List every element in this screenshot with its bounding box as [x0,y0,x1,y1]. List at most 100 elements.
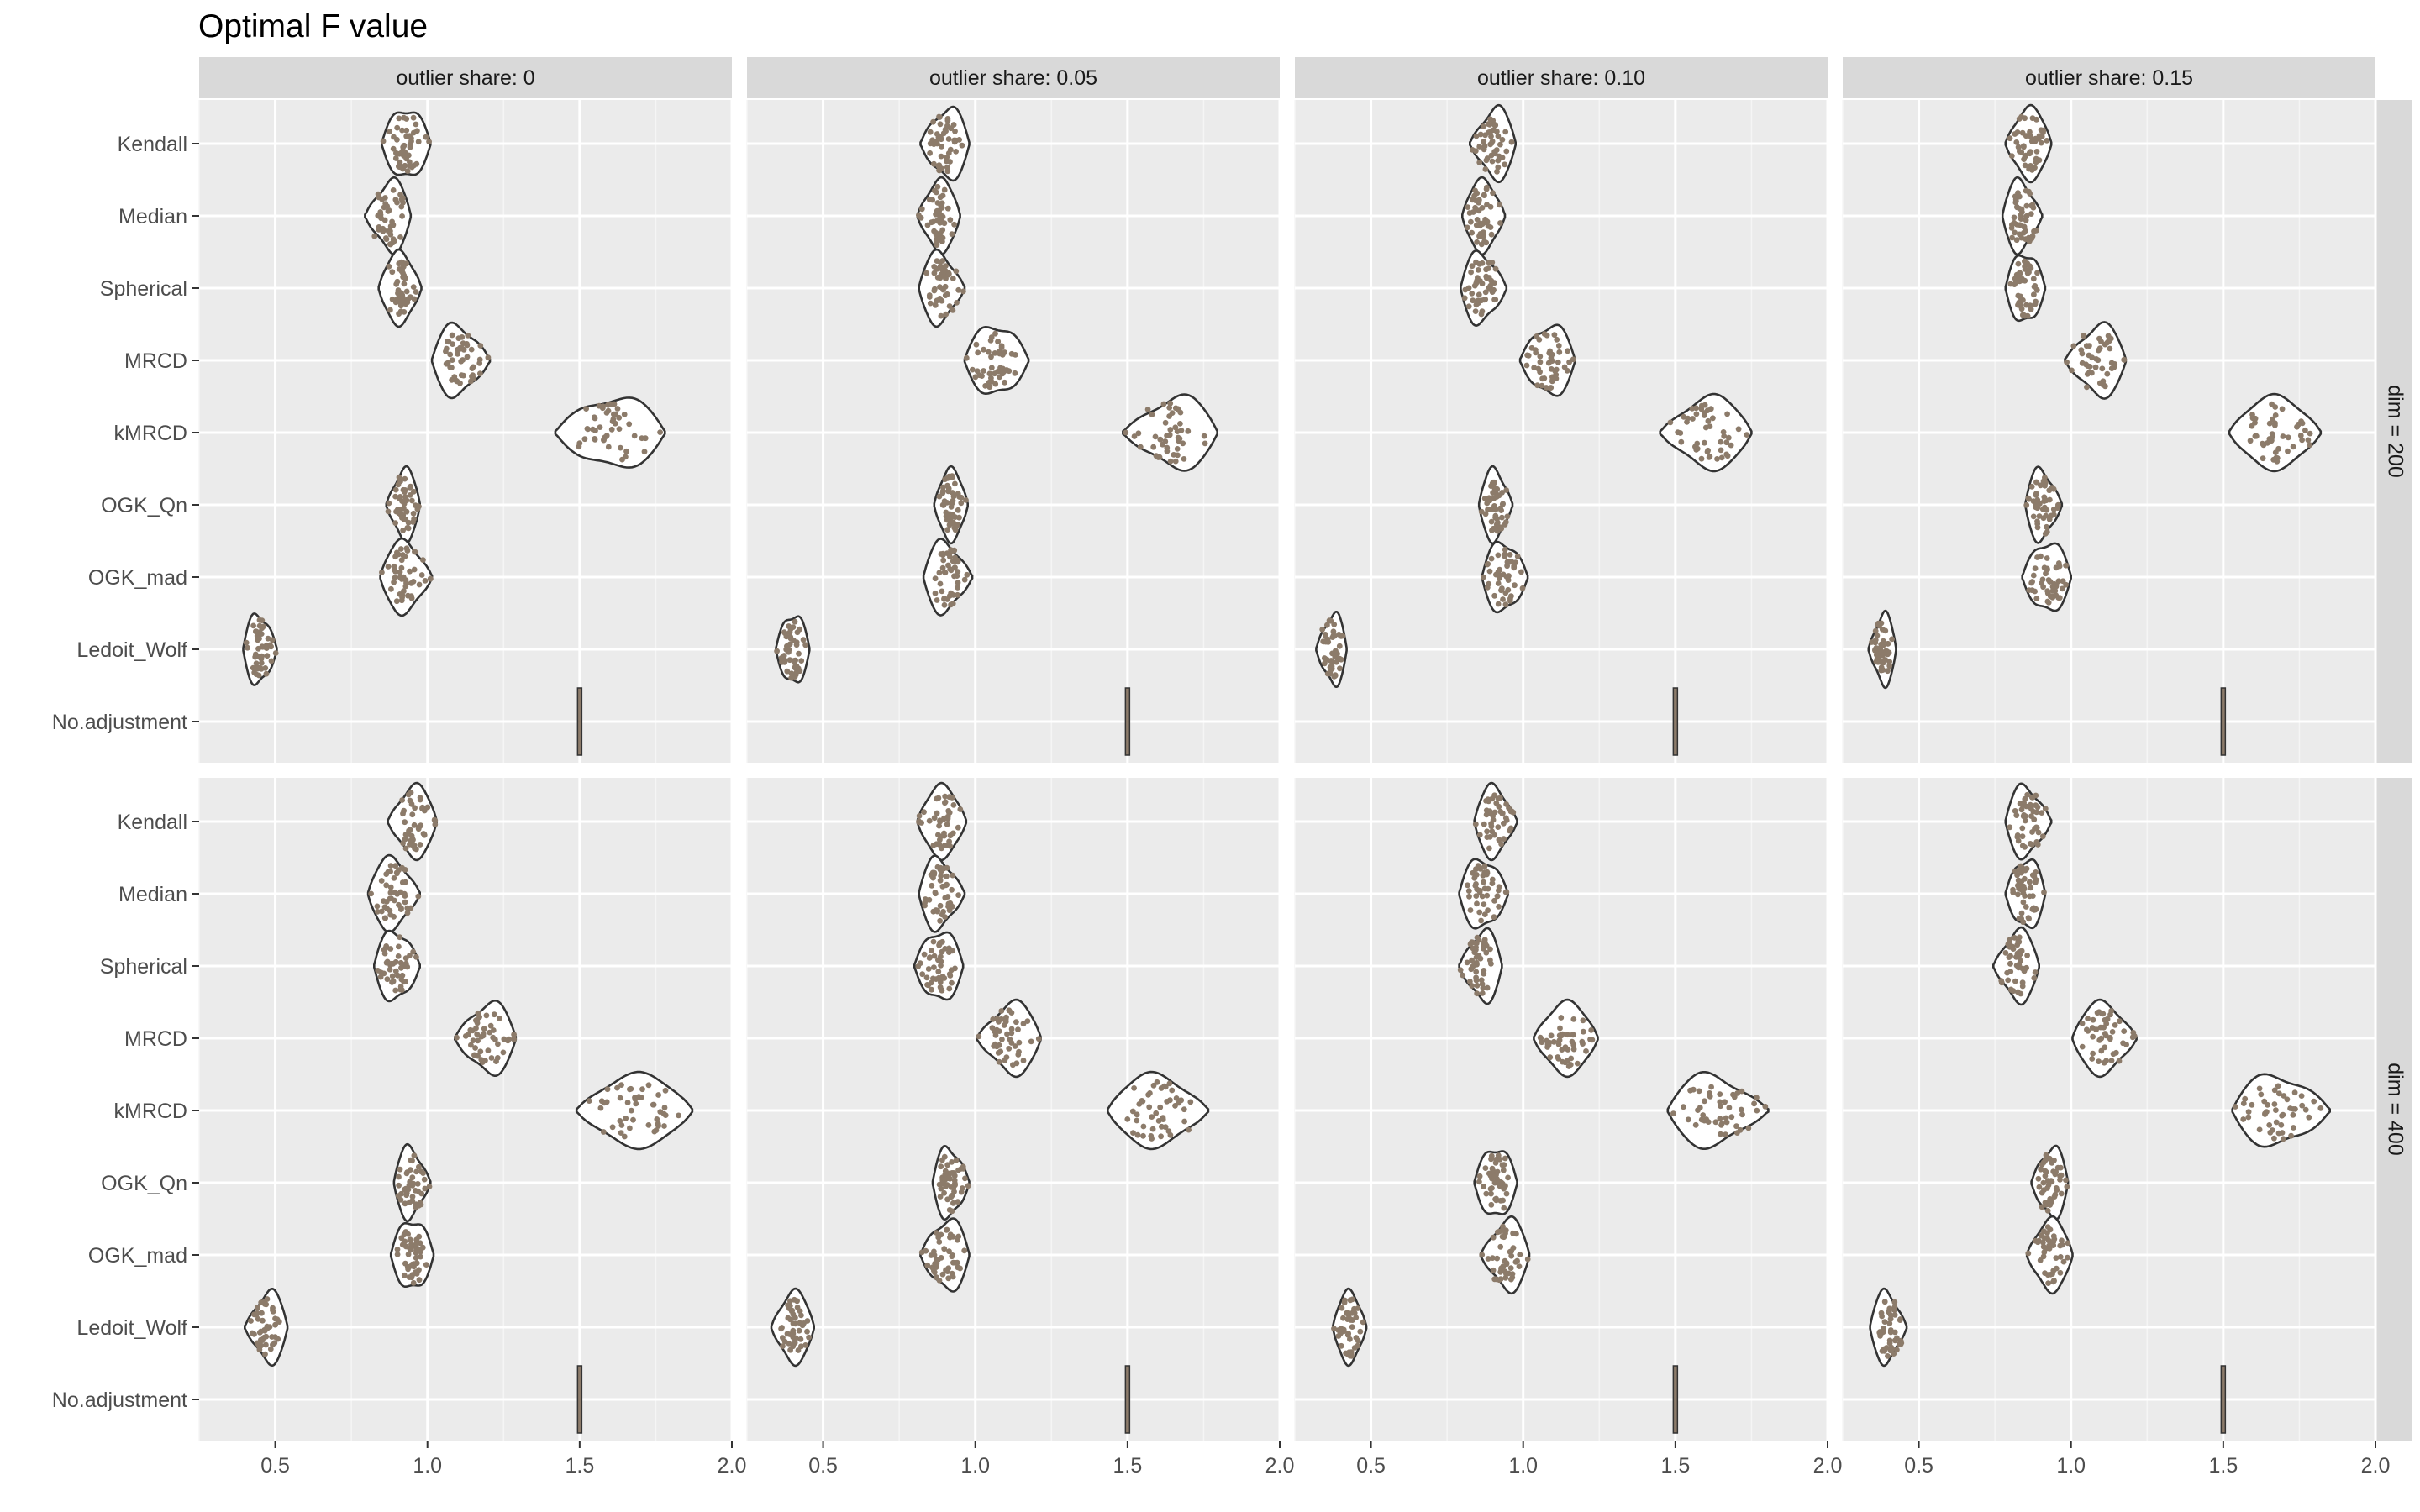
data-point [939,200,945,207]
data-point [784,668,791,675]
data-point [1482,216,1488,223]
data-point [1512,582,1518,589]
data-point [2042,1168,2049,1174]
data-point [1156,454,1163,460]
data-point [946,473,952,480]
data-point [940,557,947,564]
x-tick-label: 1.0 [2056,1454,2086,1478]
data-point [2101,1059,2107,1066]
data-point [1724,411,1731,417]
data-point [1135,430,1142,437]
data-point [2053,1255,2060,1261]
data-point [409,811,416,818]
data-point [937,121,944,128]
data-point [952,128,958,134]
data-point [2109,1029,2116,1035]
data-point [1504,513,1511,520]
data-point [2060,1258,2067,1265]
data-point [1491,480,1497,487]
data-point [2007,281,2014,287]
data-point [935,969,942,975]
data-point [2085,1016,2091,1021]
data-point [948,514,955,521]
data-point [631,433,638,439]
data-point [641,449,648,455]
data-point [943,1183,949,1189]
data-point [929,1264,935,1271]
data-point [258,1336,264,1343]
data-point [784,1331,791,1337]
data-point [1495,164,1502,171]
data-point [1681,1104,1686,1110]
data-point [1488,1152,1495,1159]
data-point [1508,139,1515,145]
data-point [783,646,790,653]
data-point [1002,379,1007,386]
data-point [924,222,931,228]
data-point [2039,833,2046,840]
data-point [455,351,460,357]
data-point [1502,129,1509,135]
data-point [2033,159,2039,165]
data-point [950,1184,957,1191]
data-point [949,1159,955,1165]
data-point [2015,302,2021,308]
data-point [1887,1347,1894,1354]
data-point [936,1278,943,1284]
data-point [412,549,418,555]
data-point [2084,1026,2090,1033]
violin-no-adjustment [576,1365,583,1434]
data-point [927,300,934,307]
data-point [629,1107,634,1114]
data-point [1710,415,1716,422]
data-point [1560,1058,1565,1065]
data-point [2033,877,2039,883]
data-point [2022,817,2028,824]
data-point [409,497,415,504]
data-point [1473,133,1480,139]
data-point [945,1275,952,1282]
data-point [2054,1187,2060,1193]
data-point [2032,969,2039,975]
data-point [2280,1136,2286,1142]
data-point [250,664,256,671]
data-point [2090,1050,2096,1057]
data-point [2299,1102,2306,1109]
data-point [937,917,943,924]
facet-label-top: outlier share: 0 [396,66,534,90]
data-point [1481,911,1488,917]
data-point [412,845,418,852]
data-point [2033,491,2039,496]
data-point [1484,984,1491,991]
data-point [1718,1131,1723,1137]
data-point [1524,352,1530,359]
data-point [945,150,952,156]
data-point [1556,1037,1563,1043]
data-point [946,985,953,992]
data-point [2029,587,2035,594]
data-point [387,307,393,313]
data-point [2102,1044,2108,1051]
data-point [1490,1234,1497,1241]
data-point [272,1321,278,1328]
data-point [418,572,425,578]
data-point [397,159,403,165]
data-point [2024,791,2031,798]
data-point [1465,303,1472,310]
data-point [2044,555,2050,561]
violin-ledoit-wolf [1869,1287,1908,1368]
data-point [934,597,940,603]
data-point [949,520,955,527]
data-point [1465,285,1472,291]
data-point [2018,149,2025,155]
data-point [945,136,952,142]
data-point [1531,365,1538,371]
data-point [1762,1103,1769,1110]
data-point [1706,454,1712,460]
data-point [2039,580,2045,586]
data-point [936,167,943,174]
data-point [618,444,623,451]
data-point [954,300,960,306]
data-point [2100,381,2107,387]
data-point [1497,1197,1504,1204]
